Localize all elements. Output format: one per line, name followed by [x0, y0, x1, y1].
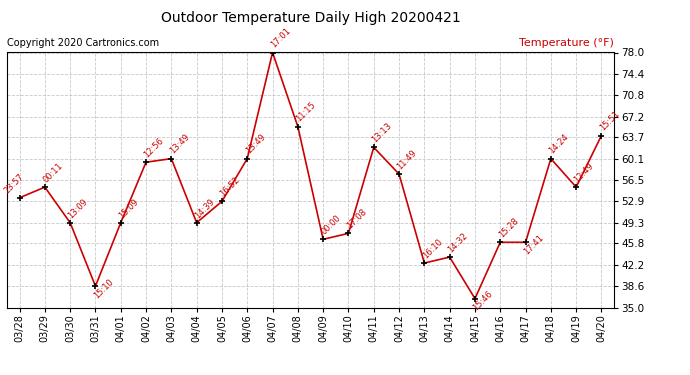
Text: 14:24: 14:24: [547, 133, 571, 156]
Text: Temperature (°F): Temperature (°F): [520, 38, 614, 48]
Text: 13:49: 13:49: [244, 133, 267, 156]
Text: Copyright 2020 Cartronics.com: Copyright 2020 Cartronics.com: [7, 38, 159, 48]
Text: 11:15: 11:15: [294, 101, 317, 124]
Text: 15:51: 15:51: [598, 110, 621, 133]
Text: 16:10: 16:10: [421, 237, 444, 260]
Text: 17:08: 17:08: [345, 207, 368, 231]
Text: 15:28: 15:28: [497, 216, 520, 240]
Text: 14:32: 14:32: [446, 231, 469, 254]
Text: 23:57: 23:57: [2, 172, 26, 195]
Text: 13:09: 13:09: [66, 196, 90, 220]
Text: 14:39: 14:39: [193, 196, 216, 220]
Text: 15:10: 15:10: [92, 277, 115, 300]
Text: Outdoor Temperature Daily High 20200421: Outdoor Temperature Daily High 20200421: [161, 11, 460, 25]
Text: 15:46: 15:46: [471, 289, 495, 312]
Text: 00:00: 00:00: [319, 213, 343, 237]
Text: 13:49: 13:49: [168, 133, 191, 156]
Text: 13:13: 13:13: [370, 121, 393, 145]
Text: 12:56: 12:56: [142, 136, 166, 159]
Text: 11:49: 11:49: [395, 148, 419, 171]
Text: 16:52: 16:52: [218, 176, 241, 199]
Text: 00:11: 00:11: [41, 161, 64, 184]
Text: 15:09: 15:09: [117, 197, 140, 220]
Text: 12:49: 12:49: [573, 161, 595, 184]
Text: 17:01: 17:01: [269, 27, 292, 50]
Text: 17:41: 17:41: [522, 233, 545, 256]
